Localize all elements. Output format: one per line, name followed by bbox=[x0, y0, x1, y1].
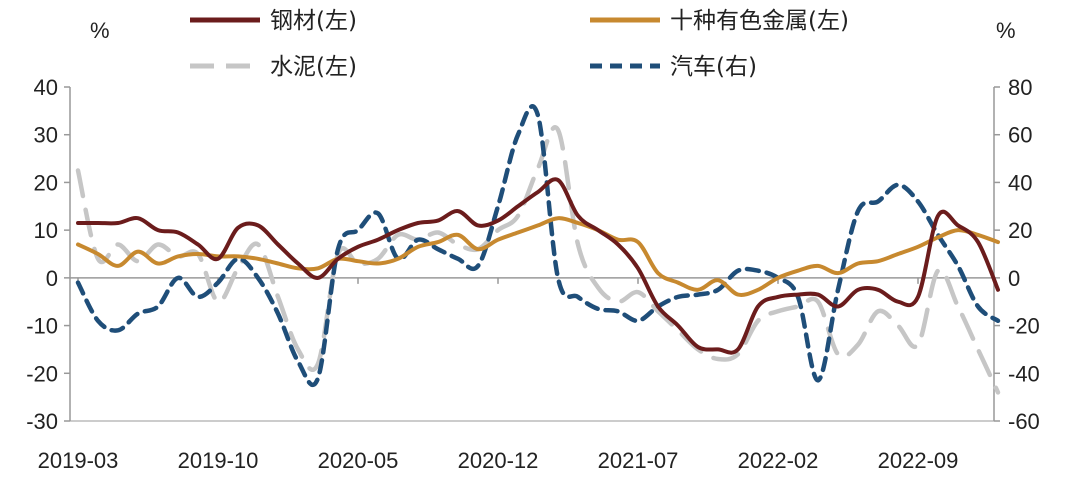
axes: 40 30 20 10 0 -10 -20 -30 80 60 40 20 0 -20 -40 -60 2019… bbox=[26, 75, 1040, 473]
right-tick-label: 80 bbox=[1008, 75, 1032, 100]
legend-label: 钢材(左) bbox=[270, 8, 357, 34]
series-line-3 bbox=[75, 104, 1001, 388]
right-tick-label: -60 bbox=[1008, 409, 1040, 434]
x-tick-label: 2020-05 bbox=[318, 448, 399, 473]
left-tick-label: 20 bbox=[34, 170, 58, 195]
x-tick-label: 2019-10 bbox=[178, 448, 259, 473]
right-tick-label: 40 bbox=[1008, 170, 1032, 195]
right-axis-unit: % bbox=[996, 18, 1016, 43]
left-axis-unit: % bbox=[90, 18, 110, 43]
x-tick-label: 2022-02 bbox=[738, 448, 819, 473]
right-tick-label: 60 bbox=[1008, 123, 1032, 148]
legend-label: 十种有色金属(左) bbox=[670, 8, 849, 34]
x-tick-label: 2022-09 bbox=[878, 448, 959, 473]
series-line-1 bbox=[76, 216, 1000, 297]
right-tick-label: 0 bbox=[1008, 266, 1020, 291]
legend-item-2: 水泥(左) bbox=[190, 54, 357, 80]
legend: 钢材(左) 十种有色金属(左) 水泥(左) 汽车(右) bbox=[190, 8, 849, 80]
left-tick-label: 30 bbox=[34, 123, 58, 148]
plot-area bbox=[75, 104, 1001, 395]
legend-item-1: 十种有色金属(左) bbox=[590, 8, 849, 34]
right-tick-label: -40 bbox=[1008, 361, 1040, 386]
left-tick-label: -20 bbox=[26, 361, 58, 386]
x-tick-label: 2019-03 bbox=[38, 448, 119, 473]
right-tick-label: 20 bbox=[1008, 218, 1032, 243]
legend-item-0: 钢材(左) bbox=[190, 8, 357, 34]
legend-item-3: 汽车(右) bbox=[590, 54, 757, 80]
left-tick-label: 0 bbox=[46, 266, 58, 291]
left-tick-label: -30 bbox=[26, 409, 58, 434]
right-tick-label: -20 bbox=[1008, 314, 1040, 339]
x-tick-label: 2020-12 bbox=[458, 448, 539, 473]
left-tick-label: -10 bbox=[26, 314, 58, 339]
legend-label: 汽车(右) bbox=[670, 54, 757, 80]
series-line-0 bbox=[76, 177, 1000, 355]
x-tick-label: 2021-07 bbox=[598, 448, 679, 473]
series-line-2 bbox=[75, 125, 1001, 395]
legend-label: 水泥(左) bbox=[270, 54, 357, 80]
left-tick-label: 40 bbox=[34, 75, 58, 100]
left-tick-label: 10 bbox=[34, 218, 58, 243]
